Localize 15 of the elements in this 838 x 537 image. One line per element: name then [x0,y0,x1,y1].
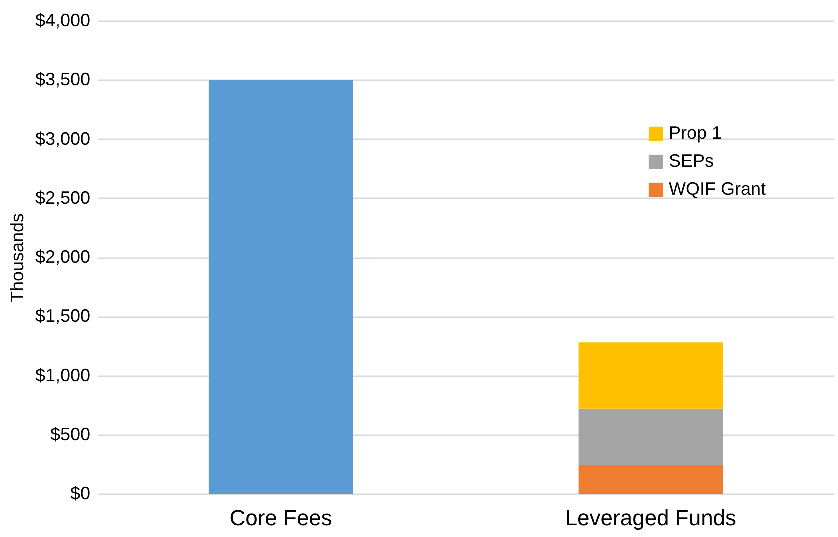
y-tick-label: $3,000 [35,128,90,149]
legend-label: WQIF Grant [669,179,766,199]
y-tick-label: $4,000 [35,10,90,30]
y-tick-label: $0 [70,484,90,504]
y-tick-label: $3,500 [35,70,90,90]
y-tick-label: $2,500 [35,188,90,208]
y-tick-label: $1,500 [35,306,90,326]
legend-label: Prop 1 [669,123,722,143]
y-tick-label: $500 [50,424,90,444]
legend-label: SEPs [669,151,714,171]
x-tick-label: Leveraged Funds [565,506,737,530]
y-tick-label: $1,000 [35,365,90,386]
y-tick-label: $2,000 [35,247,90,267]
x-tick-label: Core Fees [230,506,332,530]
y-axis-title: Thousands [7,213,28,303]
